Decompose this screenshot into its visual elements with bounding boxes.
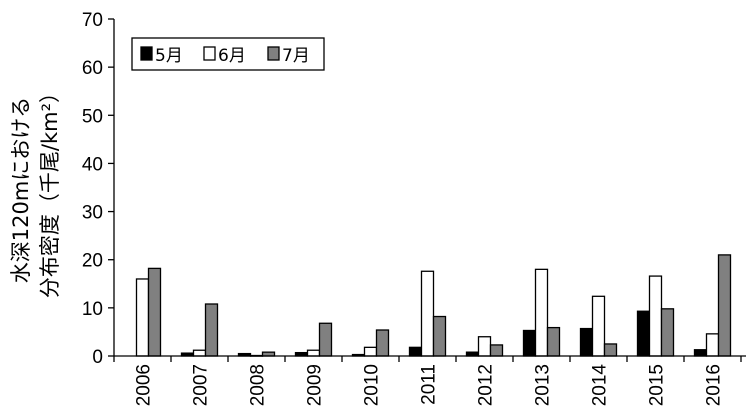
bar-2011-5月 xyxy=(408,346,423,357)
legend-label-6月: 6月 xyxy=(218,46,246,66)
bar-2015-5月 xyxy=(636,310,651,357)
x-tick-label-2016: 2016 xyxy=(704,364,725,406)
bar-2012-6月 xyxy=(477,336,492,357)
y-tick-label-0: 0 xyxy=(92,347,103,368)
legend-swatch-6月 xyxy=(203,46,216,61)
y-axis: 0 10 20 30 40 50 60 70 xyxy=(82,10,115,368)
x-tick-label-2011: 2011 xyxy=(419,364,440,405)
x-axis: 2006 2007 2008 2009 2010 2011 2012 2013 2014 2015… xyxy=(113,355,746,407)
bar-2014-5月 xyxy=(579,327,594,357)
bar-2013-7月 xyxy=(546,326,561,357)
y-tick-label-70: 70 xyxy=(82,10,103,31)
x-tick-label-2006: 2006 xyxy=(134,364,155,406)
x-tick-label-2012: 2012 xyxy=(476,364,497,406)
x-tick-label-2010: 2010 xyxy=(362,364,383,406)
bar-2015-7月 xyxy=(660,308,675,357)
legend: 5月 6月 7月 xyxy=(131,37,325,71)
y-axis-label: 水深120mにおける 分布密度（千尾/km²） xyxy=(9,82,62,298)
legend-label-7月: 7月 xyxy=(282,46,310,66)
bar-2010-7月 xyxy=(375,329,390,357)
x-tick-label-2014: 2014 xyxy=(590,364,611,407)
bar-2009-7月 xyxy=(318,322,333,357)
bar-2011-6月 xyxy=(420,270,435,357)
bar-2013-5月 xyxy=(522,329,537,357)
y-axis-label-line-1: 水深120mにおける xyxy=(9,97,33,284)
bar-2011-7月 xyxy=(432,315,447,357)
bar-2009-6月 xyxy=(306,349,321,357)
bar-2016-6月 xyxy=(705,333,720,357)
x-tick-label-2013: 2013 xyxy=(533,364,554,406)
legend-box xyxy=(131,37,325,71)
plot-area xyxy=(135,254,732,357)
bar-2007-6月 xyxy=(192,349,207,357)
x-tick-label-2007: 2007 xyxy=(191,364,212,406)
bar-2006-6月 xyxy=(135,278,150,357)
bar-2010-6月 xyxy=(363,346,378,357)
x-tick-label-2008: 2008 xyxy=(248,364,269,406)
x-tick-label-2015: 2015 xyxy=(647,364,668,406)
bar-2015-6月 xyxy=(648,275,663,357)
bar-2016-7月 xyxy=(717,254,732,357)
y-axis-label-line-2: 分布密度（千尾/km²） xyxy=(38,82,62,298)
y-tick-label-10: 10 xyxy=(82,299,103,320)
legend-label-5月: 5月 xyxy=(155,46,183,66)
bar-2016-5月 xyxy=(693,349,708,357)
bar-2013-6月 xyxy=(534,268,549,357)
bar-2014-6月 xyxy=(591,295,606,357)
y-tick-label-20: 20 xyxy=(82,251,103,272)
bar-2014-7月 xyxy=(603,343,618,357)
legend-swatch-7月 xyxy=(267,46,280,61)
y-tick-label-30: 30 xyxy=(82,203,103,224)
legend-swatch-5月 xyxy=(140,46,153,61)
x-tick-label-2009: 2009 xyxy=(305,364,326,406)
y-tick-label-50: 50 xyxy=(82,106,103,127)
y-tick-label-60: 60 xyxy=(82,58,103,79)
bar-2007-7月 xyxy=(204,303,219,357)
bar-2012-7月 xyxy=(489,344,504,357)
y-tick-label-40: 40 xyxy=(82,154,103,175)
bar-2006-7月 xyxy=(147,267,162,357)
